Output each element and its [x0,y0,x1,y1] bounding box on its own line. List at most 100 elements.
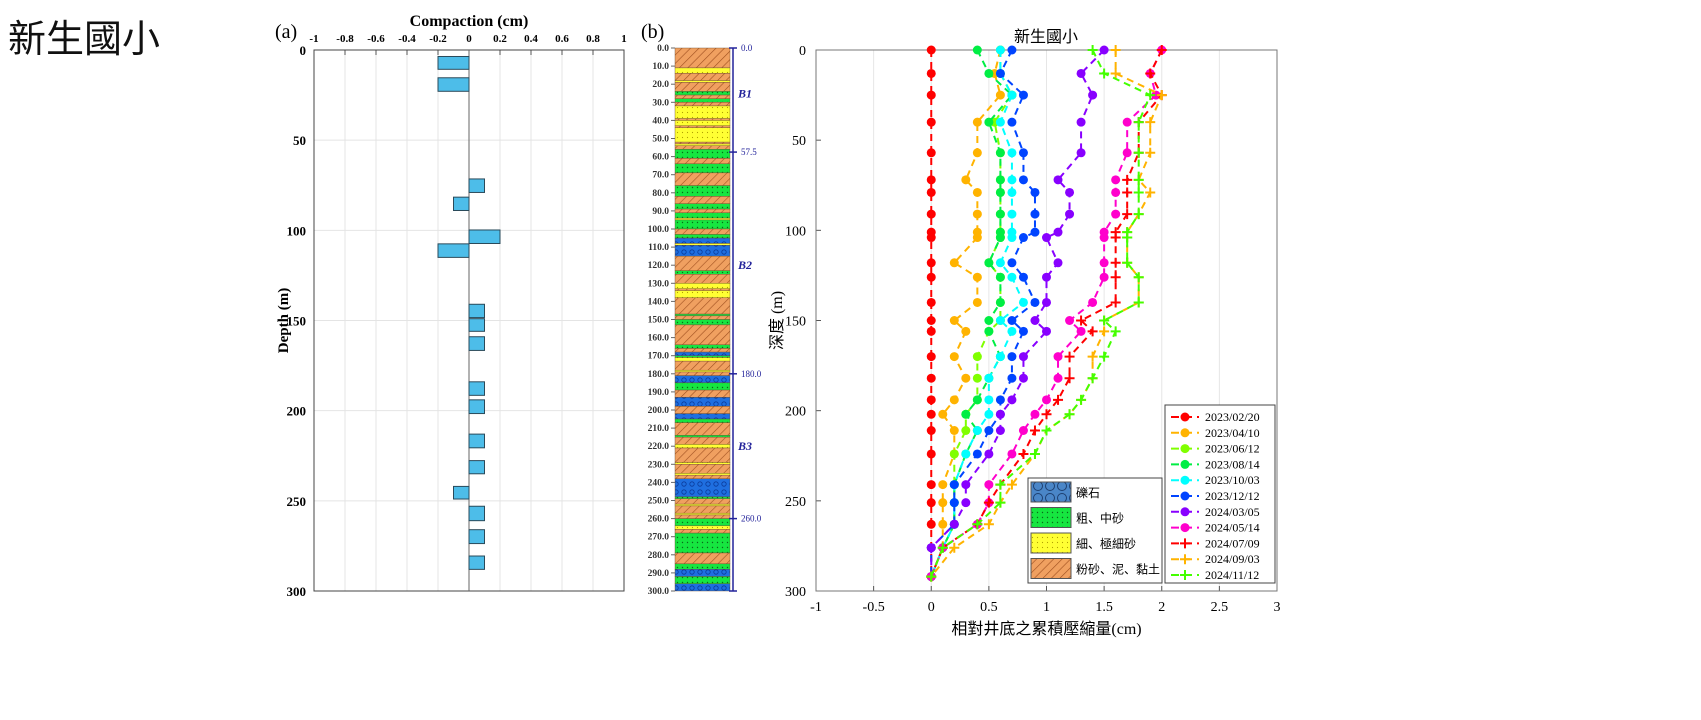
data-point [995,297,1005,307]
data-point [1110,257,1121,268]
depth-tick-label: 250.0 [648,497,670,507]
lithology-layer-fine [674,243,731,246]
lithology-layer-silt [674,315,731,320]
series-line [930,49,1014,577]
data-point [1042,297,1051,307]
lithology-layer-fine [674,462,731,465]
data-point [1007,45,1017,55]
lithology-layer-silt [674,360,731,371]
legend-label: 2023/06/12 [1205,442,1260,456]
data-point [1111,209,1121,219]
compaction-bar [437,77,470,92]
compaction-bar [468,318,485,332]
data-point [949,498,959,508]
data-point [1133,187,1144,198]
data-point [1018,352,1028,362]
lithology-layer-coarse [674,234,731,239]
lithology-layer-silt [674,348,731,353]
data-point [926,258,936,268]
lithology-label: 粗、中砂 [1076,511,1124,526]
data-point [1042,233,1051,243]
compaction-bar [468,460,485,475]
lithology-layer-fine [674,512,731,516]
lithology-layer-coarse [674,563,731,570]
data-point [926,209,936,219]
lithology-layer-fine [674,525,731,530]
series-line [930,49,1002,577]
data-point [1065,316,1075,325]
data-point [1064,409,1075,420]
data-point [1122,148,1132,158]
data-point [1029,425,1040,436]
data-point [1133,272,1144,283]
lithology-layer-coarse [674,149,731,159]
data-point [1133,297,1144,308]
data-point [1110,297,1121,308]
lithology-layer-coarse [674,212,731,219]
compaction-bar [437,243,470,258]
y-tick-label: 100 [287,223,307,238]
data-point [1030,227,1040,237]
data-point [1064,373,1075,384]
data-point [1110,326,1121,337]
lithology-layer-fine [674,369,731,373]
data-point [1133,117,1144,128]
depth-tick-label: 290.0 [648,569,670,579]
data-point [949,480,959,490]
data-point [1007,187,1017,197]
depth-tick-label: 190.0 [648,388,670,398]
x-tick-label: 0 [466,33,472,45]
depth-tick-label: 130.0 [648,279,670,289]
data-point [1007,117,1017,127]
data-point [926,326,936,336]
data-point [1007,326,1017,336]
data-point [995,68,1005,78]
data-point [1133,147,1144,158]
data-point [926,272,936,282]
legend-label: 2023/12/12 [1205,489,1260,503]
data-point [1042,395,1051,405]
data-point [1007,90,1017,100]
lithology-layer-silt [674,474,731,479]
data-point [1145,147,1156,158]
data-point [1122,117,1132,127]
data-point [926,45,936,55]
data-point [995,395,1005,405]
legend-label: 2024/03/05 [1205,505,1260,519]
data-point [938,480,948,490]
data-point [972,209,982,219]
data-point [972,117,982,127]
data-point [949,316,959,325]
data-point [1122,209,1133,220]
lithology-layer-gravel [674,413,731,420]
data-point [926,519,936,529]
compaction-bar [468,381,485,396]
lithology-layer-silt [674,498,731,505]
data-point [1156,45,1167,55]
y-tick-label: 50 [792,134,806,149]
lithology-layer-silt [674,196,731,204]
series-line [930,49,1163,577]
lithology-layer-silt [674,552,731,565]
lithology-layer-coarse [674,532,731,554]
compaction-bar [468,555,485,570]
legend-label: 2023/10/03 [1205,473,1260,487]
y-tick-label: 150 [287,314,307,329]
data-point [1065,209,1075,219]
compaction-bar [468,178,485,193]
lithology-layer-gravel [674,583,731,592]
depth-tick-label: 20.0 [652,80,669,90]
series-line [930,50,1164,578]
data-point [995,272,1005,282]
data-point [972,352,982,362]
unit-boundary-label: 260.0 [741,514,762,524]
lithology-layer-silt [674,389,731,398]
data-point [1018,297,1028,307]
data-point [995,479,1006,490]
data-point [972,297,982,307]
data-point [926,480,936,490]
lithology-layer-fine [674,283,731,289]
data-point [961,480,971,490]
data-point [1018,233,1028,243]
x-tick-label: 0.5 [980,600,998,615]
